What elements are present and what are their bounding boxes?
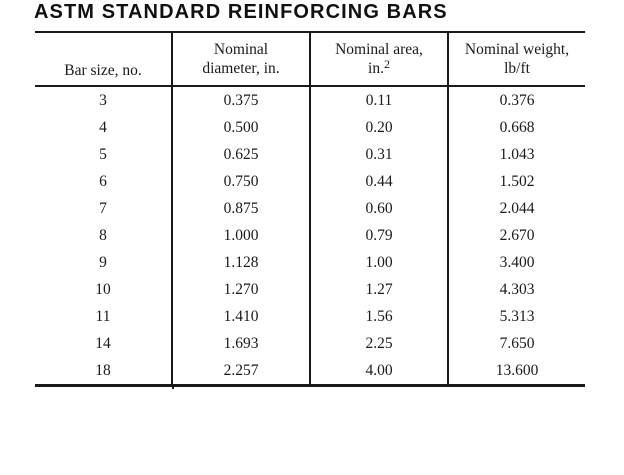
- table-cell: 4.00: [309, 357, 447, 384]
- table-cell: 1.128: [171, 249, 309, 276]
- table-row: 9 1.128 1.00 3.400: [35, 249, 585, 276]
- rebar-table: Bar size, no. Nominal diameter, in. Nomi…: [35, 31, 585, 389]
- header-label: Nominal weight,: [464, 41, 570, 58]
- table-cell: 4.303: [447, 276, 585, 303]
- table-cell: 0.625: [171, 141, 309, 168]
- table-cell: 1.693: [171, 330, 309, 357]
- page-title: ASTM STANDARD REINFORCING BARS: [34, 1, 448, 23]
- table-cell: 0.375: [171, 87, 309, 114]
- table-cell: 1.270: [171, 276, 309, 303]
- table-cell: 9: [99, 253, 107, 271]
- table-row: 7 0.875 0.60 2.044: [35, 195, 585, 222]
- table-cell: 5: [99, 145, 107, 163]
- table-cell: 1.000: [171, 222, 309, 249]
- table-cell: 0.79: [309, 222, 447, 249]
- table-row: 18 2.257 4.00 13.600: [35, 357, 585, 384]
- header-label: Nominal: [213, 41, 269, 58]
- table-cell: 0.60: [309, 195, 447, 222]
- table-row: 6 0.750 0.44 1.502: [35, 168, 585, 195]
- table-header-row: Bar size, no. Nominal diameter, in. Nomi…: [35, 33, 585, 87]
- superscript: 2: [383, 57, 390, 71]
- header-label: Bar size, no.: [64, 62, 142, 79]
- table-cell: 7: [99, 199, 107, 217]
- table-cell: 0.11: [309, 87, 447, 114]
- table-cell: 1.56: [309, 303, 447, 330]
- header-label: in.2: [368, 57, 390, 78]
- column-header-diameter: Nominal diameter, in.: [171, 33, 309, 85]
- header-unit: in.: [368, 60, 384, 77]
- table-row: 10 1.270 1.27 4.303: [35, 276, 585, 303]
- column-header-weight: Nominal weight, lb/ft: [447, 33, 585, 85]
- table-cell: 0.44: [309, 168, 447, 195]
- grid-line-stub: [171, 384, 174, 389]
- table-cell: 1.043: [447, 141, 585, 168]
- table-cell: 3: [99, 91, 107, 109]
- table-cell: 10: [95, 280, 111, 298]
- table-cell: 0.20: [309, 114, 447, 141]
- table-cell: 5.313: [447, 303, 585, 330]
- table-cell: 1.00: [309, 249, 447, 276]
- table-cell: 0.376: [447, 87, 585, 114]
- table-cell: 0.750: [171, 168, 309, 195]
- table-cell: 2.044: [447, 195, 585, 222]
- table-cell: 0.875: [171, 195, 309, 222]
- header-label: Nominal area,: [335, 41, 423, 58]
- table-row: 8 1.000 0.79 2.670: [35, 222, 585, 249]
- table-cell: 7.650: [447, 330, 585, 357]
- table-row: 3 0.375 0.11 0.376: [35, 87, 585, 114]
- table-cell: 14: [95, 334, 111, 352]
- column-header-area: Nominal area, in.2: [309, 33, 447, 85]
- table-row: 11 1.410 1.56 5.313: [35, 303, 585, 330]
- table-cell: 11: [95, 307, 111, 325]
- table-cell: 2.257: [171, 357, 309, 384]
- table-cell: 2.25: [309, 330, 447, 357]
- table-row: 4 0.500 0.20 0.668: [35, 114, 585, 141]
- table-cell: 8: [99, 226, 107, 244]
- table-cell: 4: [99, 118, 107, 136]
- table-cell: 2.670: [447, 222, 585, 249]
- table-cell: 3.400: [447, 249, 585, 276]
- table-row: 5 0.625 0.31 1.043: [35, 141, 585, 168]
- table-body: 3 0.375 0.11 0.376 4 0.500 0.20 0.668 5 0.625 0.31…: [35, 87, 585, 384]
- table-cell: 13.600: [447, 357, 585, 384]
- header-label: diameter, in.: [202, 60, 280, 77]
- table-cell: 1.410: [171, 303, 309, 330]
- header-label: lb/ft: [504, 60, 530, 77]
- table-cell: 1.27: [309, 276, 447, 303]
- table-cell: 1.502: [447, 168, 585, 195]
- table-cell: 6: [99, 172, 107, 190]
- table-cell: 0.31: [309, 141, 447, 168]
- table-cell: 18: [95, 361, 111, 379]
- table-row: 14 1.693 2.25 7.650: [35, 330, 585, 357]
- column-header-bar-size: Bar size, no.: [35, 33, 171, 85]
- table-cell: 0.668: [447, 114, 585, 141]
- table-cell: 0.500: [171, 114, 309, 141]
